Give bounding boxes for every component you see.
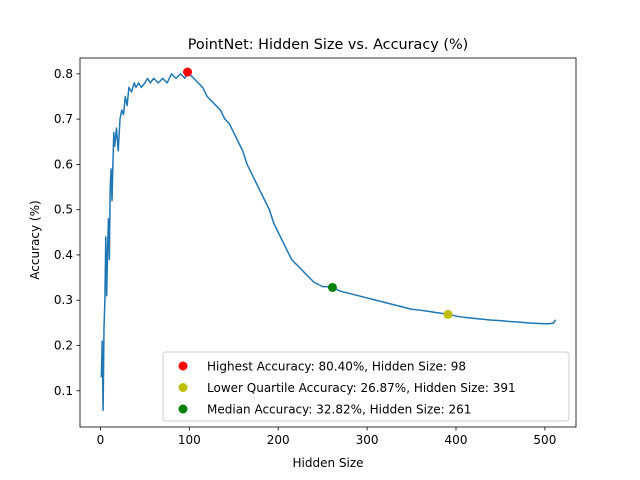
legend-marker-1 [178, 383, 188, 392]
marker-point-0 [183, 67, 193, 77]
y-tick-label: 0.7 [54, 112, 73, 126]
legend-marker-0 [178, 361, 188, 371]
x-tick-label: 200 [267, 433, 290, 447]
legend: Highest Accuracy: 80.40%, Hidden Size: 9… [162, 351, 570, 422]
marker-point-1 [443, 309, 453, 319]
x-axis-label: Hidden Size [292, 456, 363, 470]
chart-title: PointNet: Hidden Size vs. Accuracy (%) [188, 37, 469, 53]
axes-frame [79, 57, 577, 428]
y-tick-label: 0.3 [54, 293, 73, 307]
plot-area: 0 100 200 300 400 500 0.1 0.2 0.3 0.4 0.5 0.6 0.7 0.8 [54, 57, 577, 447]
marker-point-2 [327, 282, 337, 292]
y-tick-label: 0.1 [54, 384, 73, 398]
legend-marker-2 [178, 404, 188, 414]
x-tick-label: 500 [533, 433, 556, 447]
series-line-0 [100, 71, 557, 411]
x-tick-label: 100 [178, 433, 201, 447]
y-tick-label: 0.2 [54, 339, 73, 353]
y-tick-label: 0.6 [54, 157, 73, 171]
legend-box [162, 351, 570, 422]
y-tick-label: 0.5 [54, 203, 73, 217]
legend-label-2: Median Accuracy: 32.82%, Hidden Size: 26… [207, 403, 471, 417]
legend-label-1: Lower Quartile Accuracy: 26.87%, Hidden … [207, 381, 516, 395]
y-tick-label: 0.8 [54, 67, 73, 81]
y-axis-label: Accuracy (%) [28, 200, 42, 279]
legend-label-0: Highest Accuracy: 80.40%, Hidden Size: 9… [207, 360, 466, 374]
y-tick-label: 0.4 [54, 248, 73, 262]
x-tick-label: 0 [97, 433, 105, 447]
x-tick-label: 400 [445, 433, 468, 447]
x-tick-label: 300 [356, 433, 379, 447]
